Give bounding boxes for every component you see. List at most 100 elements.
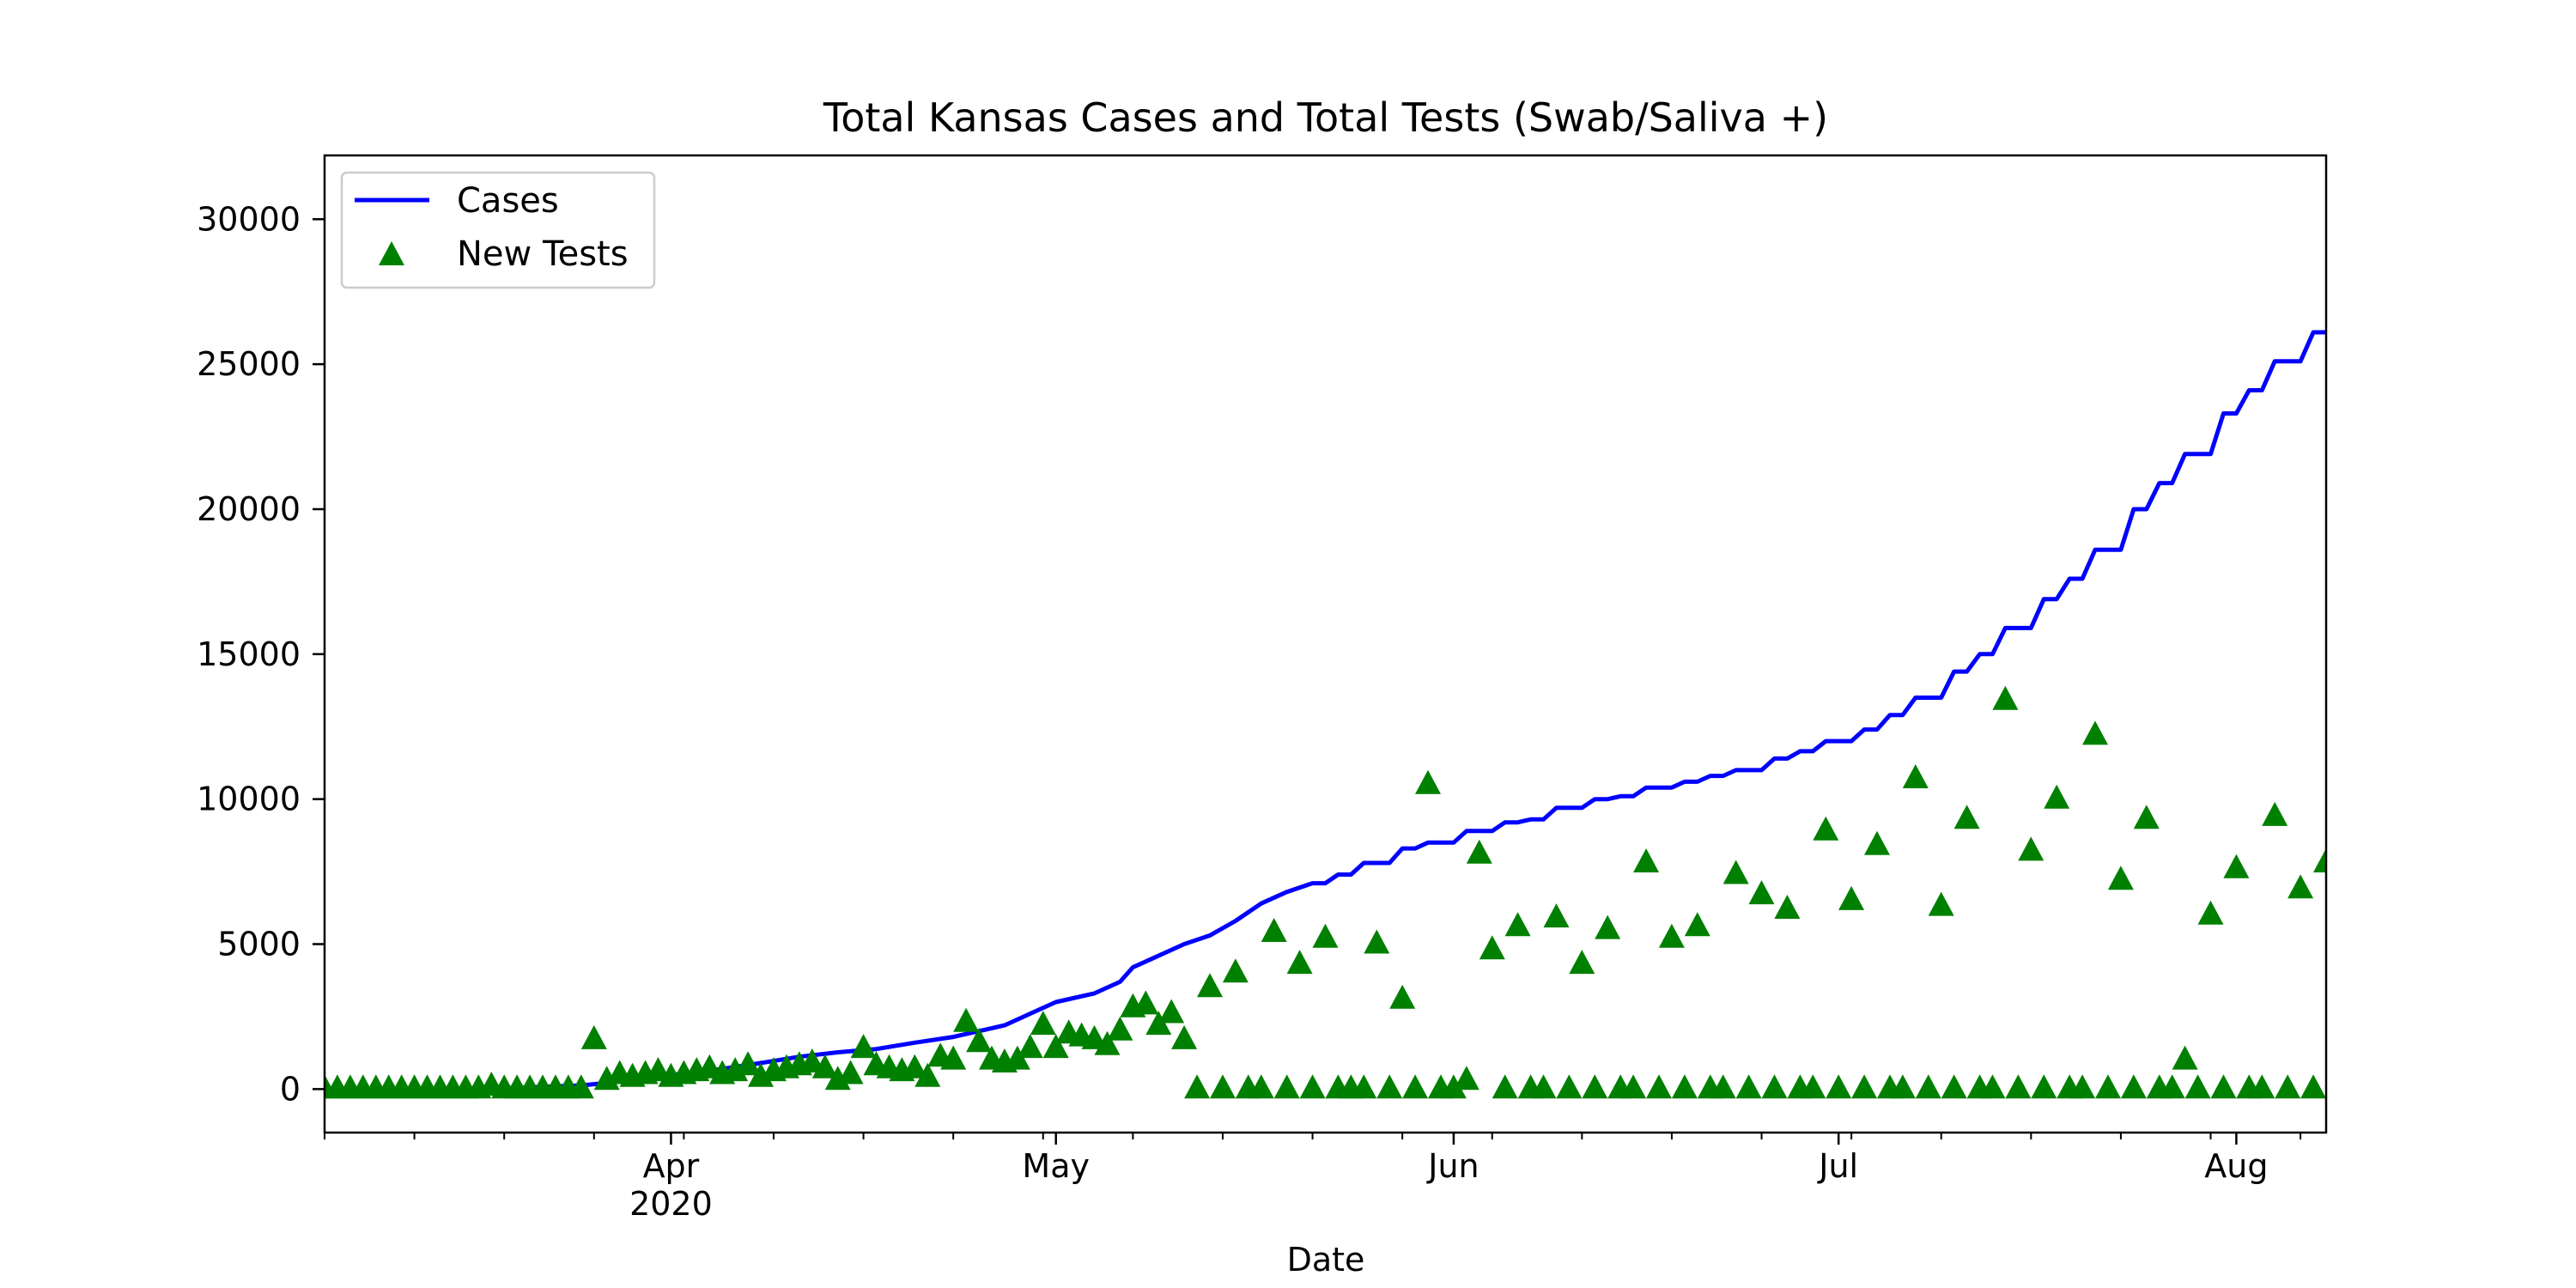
new-tests-marker [1107, 1016, 1133, 1041]
new-tests-marker [2159, 1074, 2185, 1099]
new-tests-marker [1979, 1074, 2006, 1099]
new-tests-marker [1042, 1034, 1069, 1059]
chart-title: Total Kansas Cases and Total Tests (Swab… [823, 94, 1828, 141]
new-tests-marker [1466, 839, 1492, 864]
new-tests-marker [1286, 950, 1313, 975]
new-tests-marker [850, 1034, 877, 1059]
new-tests-marker [1017, 1034, 1043, 1059]
new-tests-marker [2031, 1074, 2057, 1099]
new-tests-marker [1145, 1011, 1172, 1036]
x-tick-label: Aug [2204, 1147, 2268, 1185]
new-tests-marker [1928, 891, 1954, 916]
new-tests-marker [2313, 848, 2326, 872]
new-tests-marker [2184, 1074, 2211, 1099]
new-tests-marker [1453, 1066, 1479, 1091]
new-tests-marker [1299, 1074, 1326, 1099]
new-tests-marker [1543, 903, 1570, 928]
new-tests-marker [1261, 918, 1287, 942]
y-tick-label: 15000 [197, 635, 301, 673]
x-tick-label: Jul [1817, 1147, 1858, 1185]
new-tests-marker [1273, 1074, 1300, 1099]
y-tick-label: 20000 [197, 490, 301, 528]
new-tests-marker [2018, 836, 2044, 861]
y-tick-label: 30000 [197, 200, 301, 238]
new-tests-marker [2069, 1074, 2096, 1099]
new-tests-marker [1761, 1074, 1788, 1099]
new-tests-marker [1774, 895, 1801, 919]
new-tests-marker [1351, 1074, 1377, 1099]
new-tests-marker [811, 1054, 838, 1078]
legend-cases-label: Cases [457, 181, 559, 221]
new-tests-marker [1440, 1074, 1467, 1099]
new-tests-marker [1222, 958, 1249, 983]
legend-new-tests-label: New Tests [457, 234, 629, 274]
new-tests-marker [2133, 805, 2160, 829]
new-tests-marker [1992, 685, 2019, 710]
x-tick-label: Apr [643, 1147, 700, 1185]
new-tests-marker [1915, 1074, 1941, 1099]
new-tests-marker [1171, 1024, 1198, 1049]
new-tests-marker [1595, 914, 1621, 939]
new-tests-marker [2197, 900, 2224, 925]
new-tests-marker [2107, 866, 2134, 890]
new-tests-marker [1389, 984, 1416, 1009]
new-tests-marker [2262, 801, 2288, 826]
new-tests-marker [1582, 1074, 1608, 1099]
new-tests-marker [1004, 1045, 1030, 1070]
x-axis-label: Date [1287, 1241, 1365, 1279]
new-tests-marker [2172, 1045, 2198, 1070]
new-tests-marker [1851, 1074, 1878, 1099]
new-tests-marker [1722, 860, 1749, 884]
new-tests-marker [1671, 1074, 1698, 1099]
y-axis: 0 5000 10000 15000 20000 25000 30000 [197, 200, 325, 1108]
new-tests-marker [1684, 912, 1710, 937]
new-tests-marker [2275, 1074, 2301, 1099]
new-tests-marker [2044, 784, 2070, 809]
new-tests-marker [1800, 1074, 1826, 1099]
new-tests-marker [1184, 1074, 1211, 1099]
new-tests-marker [966, 1028, 993, 1053]
new-tests-marker [1953, 805, 1980, 829]
series-layer [325, 330, 2326, 1099]
new-tests-marker [2120, 1074, 2147, 1099]
new-tests-marker [1030, 1011, 1056, 1036]
new-tests-marker [1658, 923, 1685, 948]
new-tests-marker [1492, 1074, 1518, 1099]
new-tests-marker [1556, 1074, 1583, 1099]
new-tests-marker [940, 1045, 967, 1070]
new-tests-marker [1813, 816, 1839, 841]
new-tests-marker [914, 1062, 941, 1087]
y-tick-label: 10000 [197, 781, 301, 818]
new-tests-marker [735, 1051, 762, 1076]
new-tests-marker [1620, 1074, 1647, 1099]
plot-area [323, 154, 2328, 1134]
new-tests-marker [1479, 935, 1505, 960]
new-tests-marker [1748, 880, 1775, 905]
legend: Cases New Tests [340, 171, 656, 289]
new-tests-marker [902, 1054, 928, 1078]
new-tests-marker [1530, 1074, 1557, 1099]
new-tests-marker [2005, 1074, 2032, 1099]
y-tick-label: 25000 [197, 345, 301, 383]
new-tests-marker [1646, 1074, 1672, 1099]
new-tests-marker [580, 1024, 607, 1049]
cases-line [325, 330, 2326, 1091]
new-tests-marker [2287, 874, 2314, 899]
new-tests-marker [1710, 1074, 1736, 1099]
new-tests-marker [1197, 973, 1223, 998]
x-tick-sublabel: 2020 [629, 1185, 713, 1223]
plot-frame [323, 154, 2328, 1134]
new-tests-marker [1210, 1074, 1236, 1099]
new-tests-marker [1902, 764, 1929, 788]
new-tests-marker [2082, 720, 2108, 745]
new-tests-marker [953, 1007, 980, 1032]
new-tests-marker [1569, 950, 1595, 975]
new-tests-marker [1941, 1074, 1967, 1099]
y-tick-label: 0 [280, 1070, 301, 1108]
new-tests-marker [568, 1074, 594, 1099]
new-tests-marker [1376, 1074, 1403, 1099]
new-tests-marker [2210, 1074, 2237, 1099]
new-tests-marker [1133, 990, 1159, 1015]
